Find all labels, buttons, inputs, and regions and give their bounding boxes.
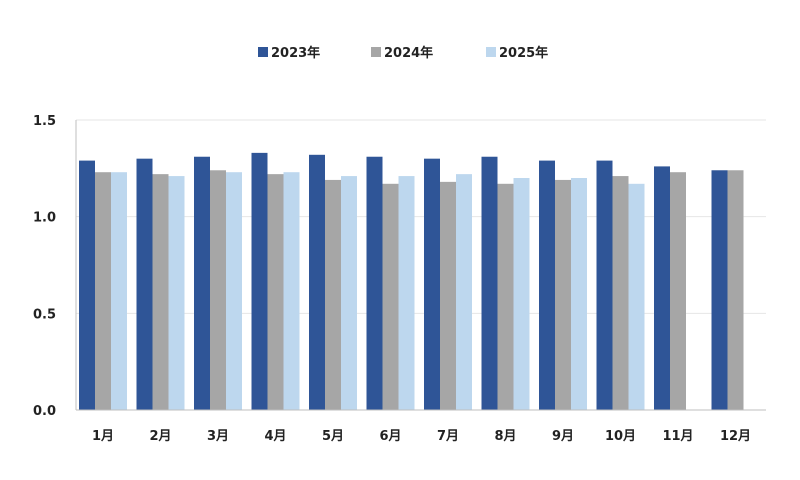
bar-2-7 <box>513 178 530 410</box>
bar-1-6 <box>440 181 456 410</box>
bar-2-4 <box>341 176 357 410</box>
bar-1-2 <box>210 170 226 410</box>
bar-1-7 <box>497 183 514 410</box>
bar-0-0 <box>79 160 95 410</box>
x-tick-label-7: 8月 <box>494 429 516 444</box>
x-tick-label-11: 12月 <box>720 429 751 444</box>
bar-1-11 <box>727 170 744 410</box>
bar-0-7 <box>481 156 498 410</box>
x-axis: 1月 2月 3月 4月 5月 6月 7月 8月 9月 10月 11月 12月 <box>76 409 766 444</box>
legend-swatch-2 <box>486 47 496 57</box>
legend: 2023年 2024年 2025年 <box>258 45 548 61</box>
bar-0-2 <box>194 156 210 410</box>
bar-1-3 <box>267 174 284 410</box>
x-tick-label-5: 6月 <box>379 429 401 444</box>
x-tick-label-6: 7月 <box>437 429 459 444</box>
bar-1-8 <box>555 179 571 410</box>
bars <box>79 152 744 410</box>
bar-1-10 <box>670 172 686 410</box>
x-tick-label-10: 11月 <box>662 429 693 444</box>
bar-1-9 <box>612 176 629 410</box>
y-tick-label-0: 0.0 <box>33 404 56 419</box>
bar-2-1 <box>168 176 185 410</box>
bar-2-8 <box>571 178 587 410</box>
bar-2-0 <box>111 172 127 410</box>
bar-1-4 <box>325 179 341 410</box>
y-tick-label-3: 1.5 <box>33 114 56 129</box>
y-tick-label-2: 1.0 <box>33 211 56 226</box>
bar-0-11 <box>711 170 728 410</box>
bar-0-3 <box>251 152 268 410</box>
bar-1-1 <box>152 174 169 410</box>
x-tick-label-1: 2月 <box>149 429 171 444</box>
bar-0-8 <box>539 160 555 410</box>
legend-label-1: 2024年 <box>384 45 433 61</box>
bar-0-6 <box>424 158 440 410</box>
legend-swatch-0 <box>258 47 268 57</box>
bar-1-5 <box>382 183 399 410</box>
bar-2-5 <box>398 176 415 410</box>
bar-0-1 <box>136 158 153 410</box>
x-tick-label-9: 10月 <box>605 429 636 444</box>
bar-2-9 <box>628 183 645 410</box>
bar-0-5 <box>366 156 383 410</box>
x-tick-label-4: 5月 <box>322 429 344 444</box>
x-tick-label-0: 1月 <box>92 429 114 444</box>
bar-0-10 <box>654 166 670 410</box>
legend-swatch-1 <box>371 47 381 57</box>
bar-0-9 <box>596 160 613 410</box>
gridlines <box>76 119 766 314</box>
bar-2-3 <box>283 172 300 410</box>
y-axis: 0.0 0.5 1.0 1.5 <box>33 114 77 419</box>
bar-2-6 <box>456 174 472 410</box>
x-tick-label-8: 9月 <box>552 429 574 444</box>
bar-0-4 <box>309 154 325 410</box>
bar-1-0 <box>95 172 111 410</box>
y-tick-label-1: 0.5 <box>33 307 56 322</box>
x-tick-label-2: 3月 <box>207 429 229 444</box>
x-tick-label-3: 4月 <box>264 429 286 444</box>
legend-label-0: 2023年 <box>271 45 320 61</box>
legend-label-2: 2025年 <box>499 45 548 61</box>
bar-2-2 <box>226 172 242 410</box>
